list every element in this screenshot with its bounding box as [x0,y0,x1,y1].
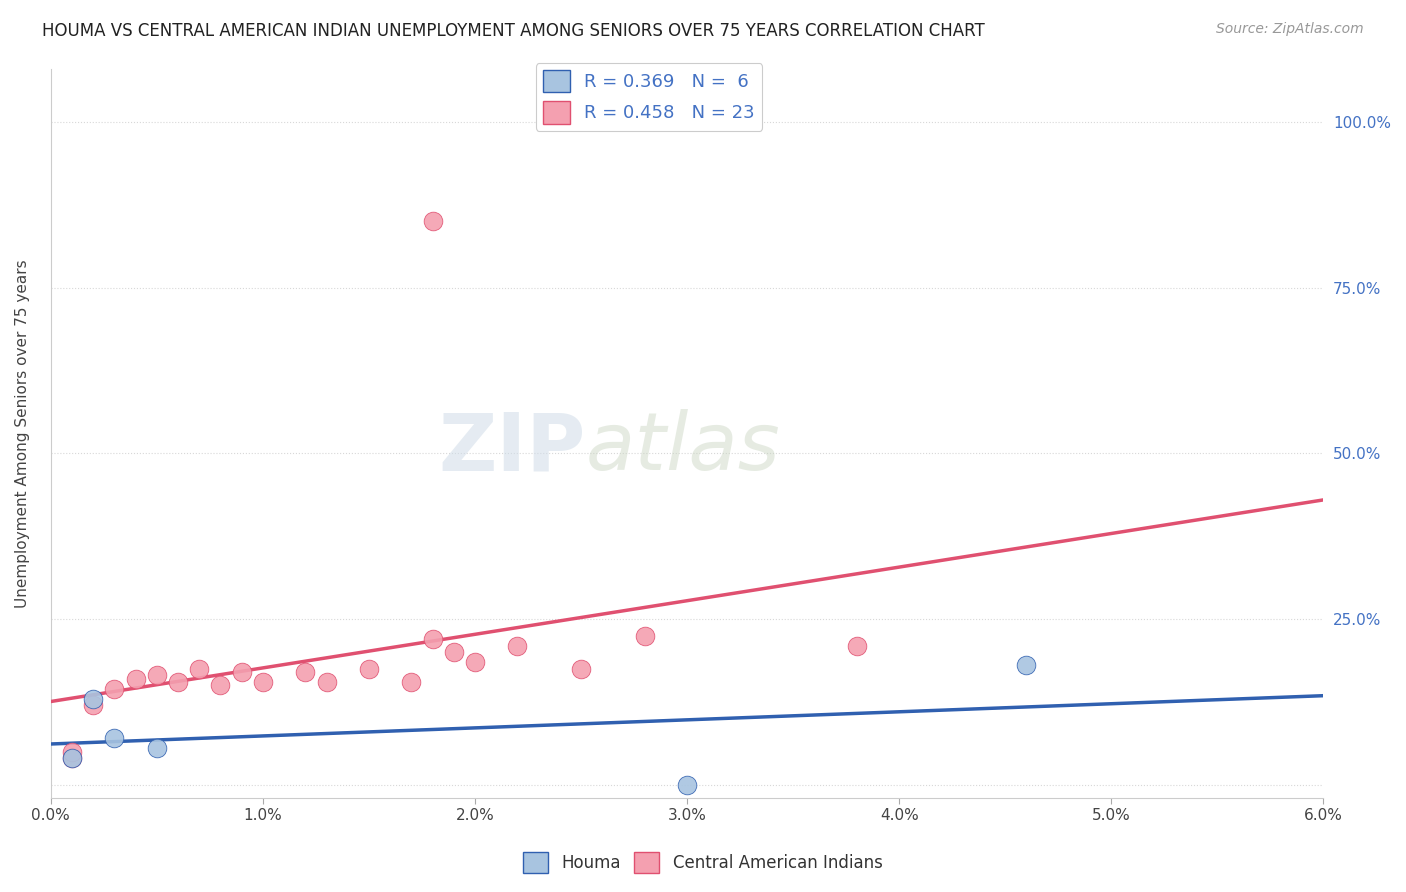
Point [676,778,699,792]
Point [146,668,169,682]
Point [60,751,83,765]
Point [103,731,125,746]
Point [209,678,232,692]
Legend: Houma, Central American Indians: Houma, Central American Indians [516,846,890,880]
Point [103,681,125,696]
Text: ZIP: ZIP [439,409,585,487]
Point [443,645,465,659]
Text: atlas: atlas [585,409,780,487]
Point [188,662,211,676]
Point [82,698,104,713]
Point [506,639,529,653]
Point [60,745,83,759]
Legend: R = 0.369   N =  6, R = 0.458   N = 23: R = 0.369 N = 6, R = 0.458 N = 23 [536,63,762,131]
Point [294,665,316,679]
Point [569,662,592,676]
Text: HOUMA VS CENTRAL AMERICAN INDIAN UNEMPLOYMENT AMONG SENIORS OVER 75 YEARS CORREL: HOUMA VS CENTRAL AMERICAN INDIAN UNEMPLO… [42,22,986,40]
Point [82,691,104,706]
Point [1015,658,1038,673]
Y-axis label: Unemployment Among Seniors over 75 years: Unemployment Among Seniors over 75 years [15,259,30,607]
Point [124,672,146,686]
Point [231,665,253,679]
Point [633,629,655,643]
Point [422,632,444,646]
Point [252,675,274,690]
Point [401,675,423,690]
Point [422,214,444,228]
Point [146,741,169,756]
Point [845,639,868,653]
Point [60,751,83,765]
Point [315,675,337,690]
Point [464,655,486,669]
Text: Source: ZipAtlas.com: Source: ZipAtlas.com [1216,22,1364,37]
Point [167,675,190,690]
Point [357,662,380,676]
